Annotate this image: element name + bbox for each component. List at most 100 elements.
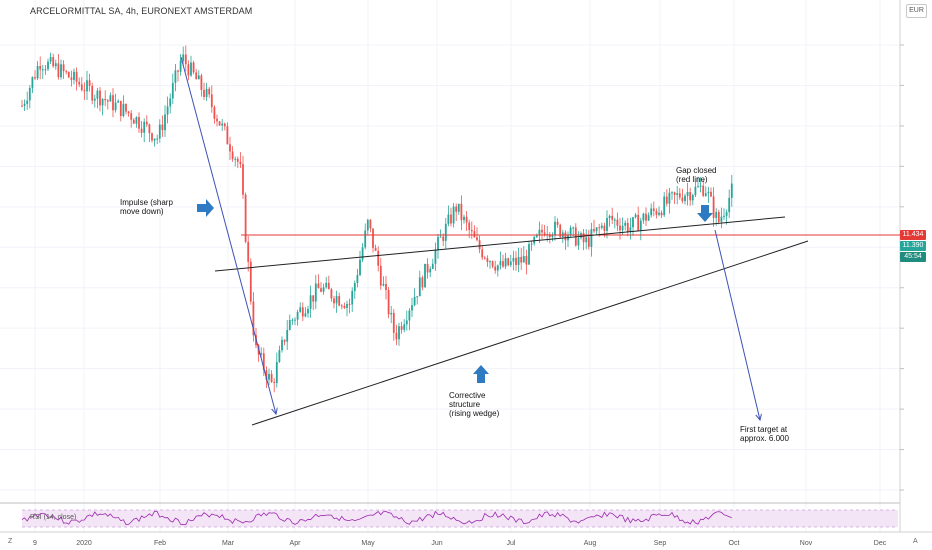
candle-body <box>223 123 226 127</box>
rsi-label[interactable]: RSI (14, close) <box>30 514 77 521</box>
candle-body <box>359 259 361 276</box>
candle-body <box>704 193 707 196</box>
candle-body <box>369 219 372 229</box>
candle-body <box>439 236 442 238</box>
candle-body <box>351 290 354 305</box>
candle-body <box>216 118 218 122</box>
candle-body <box>314 283 317 302</box>
candle-body <box>288 320 291 330</box>
candle-body <box>525 256 528 265</box>
candle-body <box>634 214 637 218</box>
candle-body <box>195 72 198 80</box>
candle-body <box>382 283 385 286</box>
price-axis[interactable] <box>900 44 904 491</box>
candle-body <box>320 288 322 292</box>
candle-body <box>182 54 185 61</box>
candle-body <box>507 258 510 266</box>
candle-body <box>725 212 728 216</box>
candle-body <box>403 324 406 330</box>
candle-body <box>135 117 138 124</box>
candle-body <box>582 233 585 243</box>
candle-body <box>678 193 681 198</box>
down-arrow-icon <box>697 205 713 222</box>
time-tick-label: Nov <box>800 540 813 547</box>
red-line-price-tag: 11.434 <box>900 230 926 240</box>
candle-body <box>75 71 78 82</box>
candle-body <box>249 261 252 302</box>
candle-body <box>268 373 270 380</box>
annotation-line: Corrective <box>449 391 486 400</box>
candle-body <box>569 227 572 236</box>
candle-body <box>343 305 346 308</box>
candle-body <box>447 214 450 224</box>
candle-body <box>390 312 393 315</box>
candle-body <box>86 80 88 92</box>
candle-body <box>702 185 705 196</box>
candle-body <box>262 353 265 371</box>
candle-body <box>694 186 697 196</box>
candle-body <box>213 107 216 119</box>
candle-body <box>151 133 153 141</box>
candle-body <box>517 256 520 265</box>
candle-body <box>208 88 211 95</box>
candle-body <box>109 95 112 102</box>
grid <box>0 0 900 532</box>
candle-body <box>294 319 296 321</box>
candle-body <box>577 237 580 246</box>
time-axis[interactable]: 9 2020 Feb Mar Apr May Jun Jul Aug Sep Oct Nov Dec <box>33 540 887 547</box>
candle-body <box>301 307 304 317</box>
candle-body <box>450 214 452 224</box>
auto-scale-button[interactable]: A <box>913 538 918 545</box>
candle-body <box>36 66 39 79</box>
candle-body <box>426 263 429 273</box>
candle-body <box>411 305 413 311</box>
candle-body <box>647 215 650 221</box>
candle-body <box>226 126 229 145</box>
candle-body <box>62 64 65 72</box>
candle-body <box>101 99 104 106</box>
time-tick-label: 2020 <box>76 540 92 547</box>
candle-body <box>673 192 676 196</box>
candle-body <box>99 90 101 106</box>
candle-body <box>528 244 530 265</box>
candle-body <box>418 277 421 297</box>
candle-body <box>286 329 289 342</box>
candle-body <box>663 196 666 216</box>
candle-body <box>585 237 588 243</box>
candle-body <box>603 225 606 231</box>
candle-body <box>23 103 26 106</box>
candle-body <box>70 77 73 80</box>
candle-body <box>252 301 255 336</box>
candle-body <box>613 219 616 221</box>
candle-body <box>715 212 718 218</box>
candle-body <box>710 191 712 197</box>
candle-body <box>34 77 36 79</box>
candle-body <box>512 257 515 262</box>
candle-body <box>322 287 325 292</box>
candle-body <box>689 191 692 201</box>
currency-badge[interactable]: EUR <box>906 4 927 18</box>
candle-body <box>668 192 671 204</box>
candle-body <box>270 373 273 382</box>
candle-body <box>405 320 408 325</box>
candle-body <box>187 64 190 76</box>
candle-body <box>83 90 86 92</box>
impulse-annotation: Impulse (sharp move down) <box>120 198 173 216</box>
candle-body <box>509 261 512 266</box>
candle-body <box>372 228 374 248</box>
candle-body <box>530 243 533 245</box>
candle-body <box>221 123 224 126</box>
candle-body <box>174 70 177 83</box>
candle-body <box>361 247 364 260</box>
candle-body <box>304 313 307 317</box>
time-tick-label: Feb <box>154 540 166 547</box>
candle-body <box>234 158 237 160</box>
zoom-button[interactable]: Z <box>8 538 13 545</box>
candle-body <box>169 98 172 107</box>
candle-body <box>639 220 642 231</box>
time-tick-label: Aug <box>584 540 597 547</box>
candle-body <box>494 266 497 271</box>
candle-body <box>112 95 114 111</box>
chart-title[interactable]: ARCELORMITTAL SA, 4h, EURONEXT AMSTERDAM <box>30 6 253 16</box>
